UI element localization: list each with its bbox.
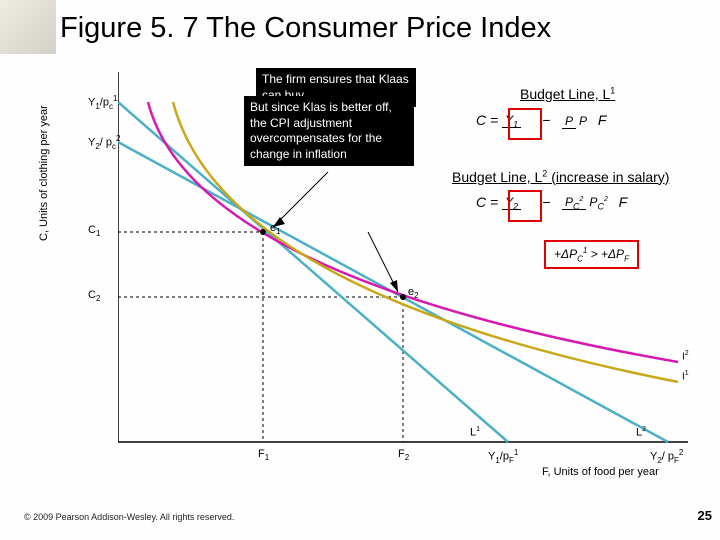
page-number: 25 (698, 508, 712, 523)
y-axis-label: C, Units of clothing per year (38, 105, 50, 241)
label-e1: e1 (270, 222, 281, 236)
ytick-c1: C1 (88, 224, 100, 238)
inequality-box: +ΔPC1 > +ΔPF (544, 240, 639, 269)
copyright: © 2009 Pearson Addison-Wesley. All right… (24, 512, 234, 522)
budget-line-2-label: Budget Line, L2 (increase in salary) (452, 168, 669, 185)
point-e1 (260, 229, 266, 235)
label-e2: e2 (408, 286, 419, 300)
x-axis-label: F, Units of food per year (542, 466, 659, 478)
xtick-y1pf1: Y1/pF1 (488, 448, 518, 465)
figure-title: Figure 5. 7 The Consumer Price Index (60, 12, 551, 45)
callout-overcompensates: But since Klas is better off, the CPI ad… (244, 96, 414, 166)
ytick-y1pc1: Y1/pc1 (88, 94, 117, 111)
slide: Figure 5. 7 The Consumer Price Index C, … (0, 0, 720, 540)
label-i2: I2 (682, 350, 689, 362)
bg-decoration (0, 0, 56, 54)
equation-2: C = Y2 − PC2PC2 F (476, 194, 627, 211)
xtick-y2pf2: Y2/ pF2 (650, 448, 683, 465)
point-e2 (400, 294, 406, 300)
redbox-eq1 (508, 108, 542, 140)
label-i1: I1 (682, 370, 689, 382)
label-l2: L2 (636, 426, 646, 439)
xtick-f1: F1 (258, 448, 269, 462)
budget-line-1-label: Budget Line, L1 (520, 85, 615, 102)
redbox-eq2 (508, 190, 542, 222)
ytick-c2: C2 (88, 289, 100, 303)
label-l1: L1 (470, 426, 480, 439)
xtick-f2: F2 (398, 448, 409, 462)
ytick-y2pc2: Y2/ pc2 (88, 134, 120, 151)
